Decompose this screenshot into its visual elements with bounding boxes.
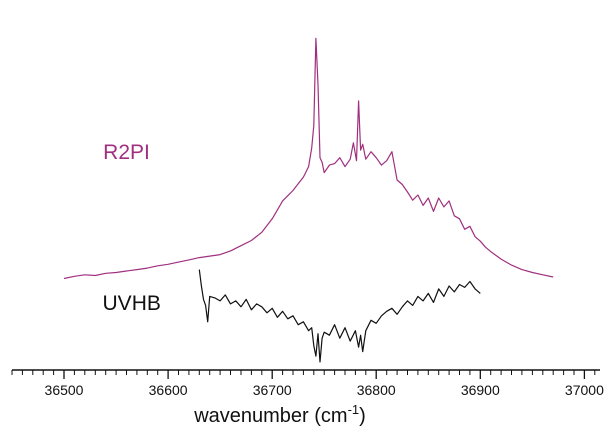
x-tick-label: 36500 [45,382,84,398]
series-label-uvhb: UVHB [103,292,161,315]
x-tick-label: 37000 [565,382,604,398]
series-line-r2pi [63,37,554,280]
x-axis-label-superscript: -1 [348,402,360,417]
x-axis-label-close: ) [359,405,366,427]
series-layer [63,37,554,363]
x-axis: 36500 36600 36700 36800 36900 37000 [11,369,604,398]
x-tick-label: 36700 [253,382,292,398]
series-label-r2pi: R2PI [103,141,150,164]
x-axis-label-main: wavenumber (cm [193,405,347,427]
x-tick-label: 36600 [149,382,188,398]
x-tick-label: 36800 [357,382,396,398]
series-line-uvhb [198,269,481,363]
x-tick-label: 36900 [461,382,500,398]
x-axis-label: wavenumber (cm-1) [193,402,366,427]
series-labels: R2PI UVHB [103,141,161,315]
